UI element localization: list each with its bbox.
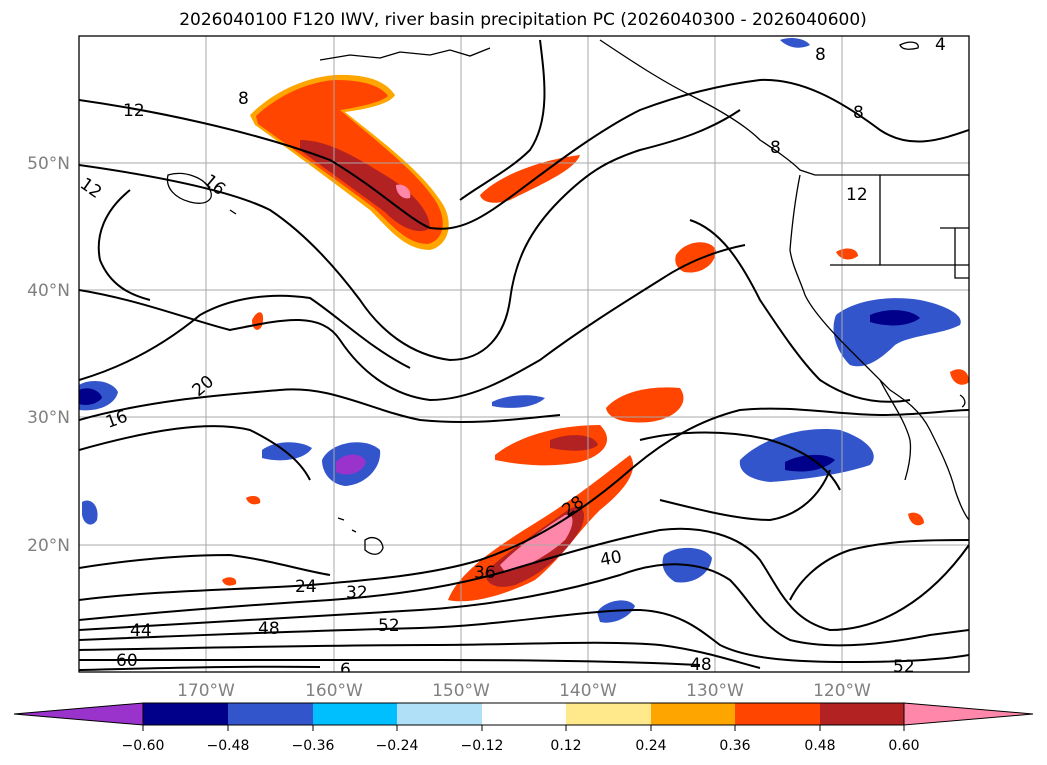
contour-label: 12	[846, 185, 868, 205]
contour-label: 12	[123, 101, 145, 121]
map-title: 2026040100 F120 IWV, river basin precipi…	[179, 10, 867, 30]
contour-label: 8	[853, 103, 864, 123]
precip-patch	[246, 495, 261, 505]
contour-label: 8	[770, 138, 781, 158]
precip-patch	[79, 388, 102, 405]
colorbar-tick-label: 0.12	[550, 738, 581, 754]
precip-patch	[222, 577, 237, 586]
colorbar-segment	[228, 703, 313, 725]
precip-patch	[500, 514, 573, 572]
precip-patch	[550, 435, 598, 451]
contour-label: 8	[815, 45, 826, 65]
lon-label: 120°W	[813, 681, 871, 701]
precip-patch	[870, 310, 920, 326]
contour-label: 36	[474, 563, 496, 583]
precip-patch	[396, 184, 411, 199]
lat-label: 40°N	[27, 281, 70, 301]
contour-label: 52	[893, 657, 915, 677]
contour-label: 4	[935, 35, 946, 55]
colorbar-segment	[820, 703, 904, 725]
colorbar-tick-label: −0.24	[376, 738, 419, 754]
coastlines	[166, 39, 969, 555]
contour-label: 32	[346, 583, 368, 603]
lon-label: 170°W	[177, 681, 235, 701]
contour-label: 48	[258, 619, 280, 639]
colorbar-ticks	[142, 725, 905, 731]
colorbar-segment	[143, 703, 228, 725]
lon-label: 140°W	[559, 681, 617, 701]
colorbar-segment	[397, 703, 482, 725]
contour-label: 6	[340, 660, 351, 680]
latitude-labels: 50°N 40°N 30°N 20°N	[27, 154, 70, 556]
colorbar-tick-label: −0.60	[122, 738, 165, 754]
precip-patch	[833, 298, 961, 367]
precip-patch	[82, 500, 98, 525]
contour-label: 40	[599, 547, 624, 570]
precip-patch	[262, 442, 312, 461]
colorbar: −0.60 −0.48 −0.36 −0.24 −0.12 0.12 0.24 …	[13, 702, 1034, 754]
colorbar-segment	[651, 703, 735, 725]
contour-label: 48	[690, 655, 712, 675]
iwv-contours	[79, 39, 969, 671]
colorbar-extend-high	[903, 702, 1034, 726]
lat-label: 30°N	[27, 408, 70, 428]
longitude-labels: 170°W 160°W 150°W 140°W 130°W 120°W	[177, 681, 871, 701]
precip-patch	[780, 37, 810, 48]
colorbar-tick-label: 0.48	[804, 738, 835, 754]
contour-label: 8	[238, 89, 249, 109]
map-area: 12 8 16 12 20 16 28 40 24 32 36 44 48 52…	[79, 35, 969, 680]
lat-label: 20°N	[27, 536, 70, 556]
colorbar-tick-label: −0.36	[292, 738, 335, 754]
lon-label: 160°W	[305, 681, 363, 701]
colorbar-tick-label: −0.12	[461, 738, 504, 754]
lon-label: 130°W	[686, 681, 744, 701]
colorbar-tick-label: −0.48	[207, 738, 250, 754]
colorbar-tick-label: 0.36	[719, 738, 750, 754]
colorbar-segment	[482, 703, 566, 725]
contour-label: 60	[116, 651, 138, 671]
precip-patch	[950, 369, 969, 385]
colorbar-extend-low	[13, 702, 144, 726]
lat-label: 50°N	[27, 154, 70, 174]
precip-patch	[492, 395, 545, 408]
contour-label: 44	[130, 621, 152, 641]
contour-label: 52	[378, 616, 400, 636]
precip-patch	[908, 512, 924, 526]
colorbar-segment	[313, 703, 397, 725]
precip-patch	[336, 454, 366, 475]
precip-patch	[480, 155, 580, 203]
colorbar-segment	[566, 703, 651, 725]
lon-label: 150°W	[432, 681, 490, 701]
precip-patch	[606, 387, 684, 423]
map-frame	[78, 35, 970, 673]
colorbar-tick-label: 0.60	[888, 738, 919, 754]
graticule	[79, 36, 969, 672]
colorbar-tick-label: 0.24	[635, 738, 666, 754]
colorbar-segment	[735, 703, 820, 725]
contour-label: 24	[295, 577, 317, 597]
